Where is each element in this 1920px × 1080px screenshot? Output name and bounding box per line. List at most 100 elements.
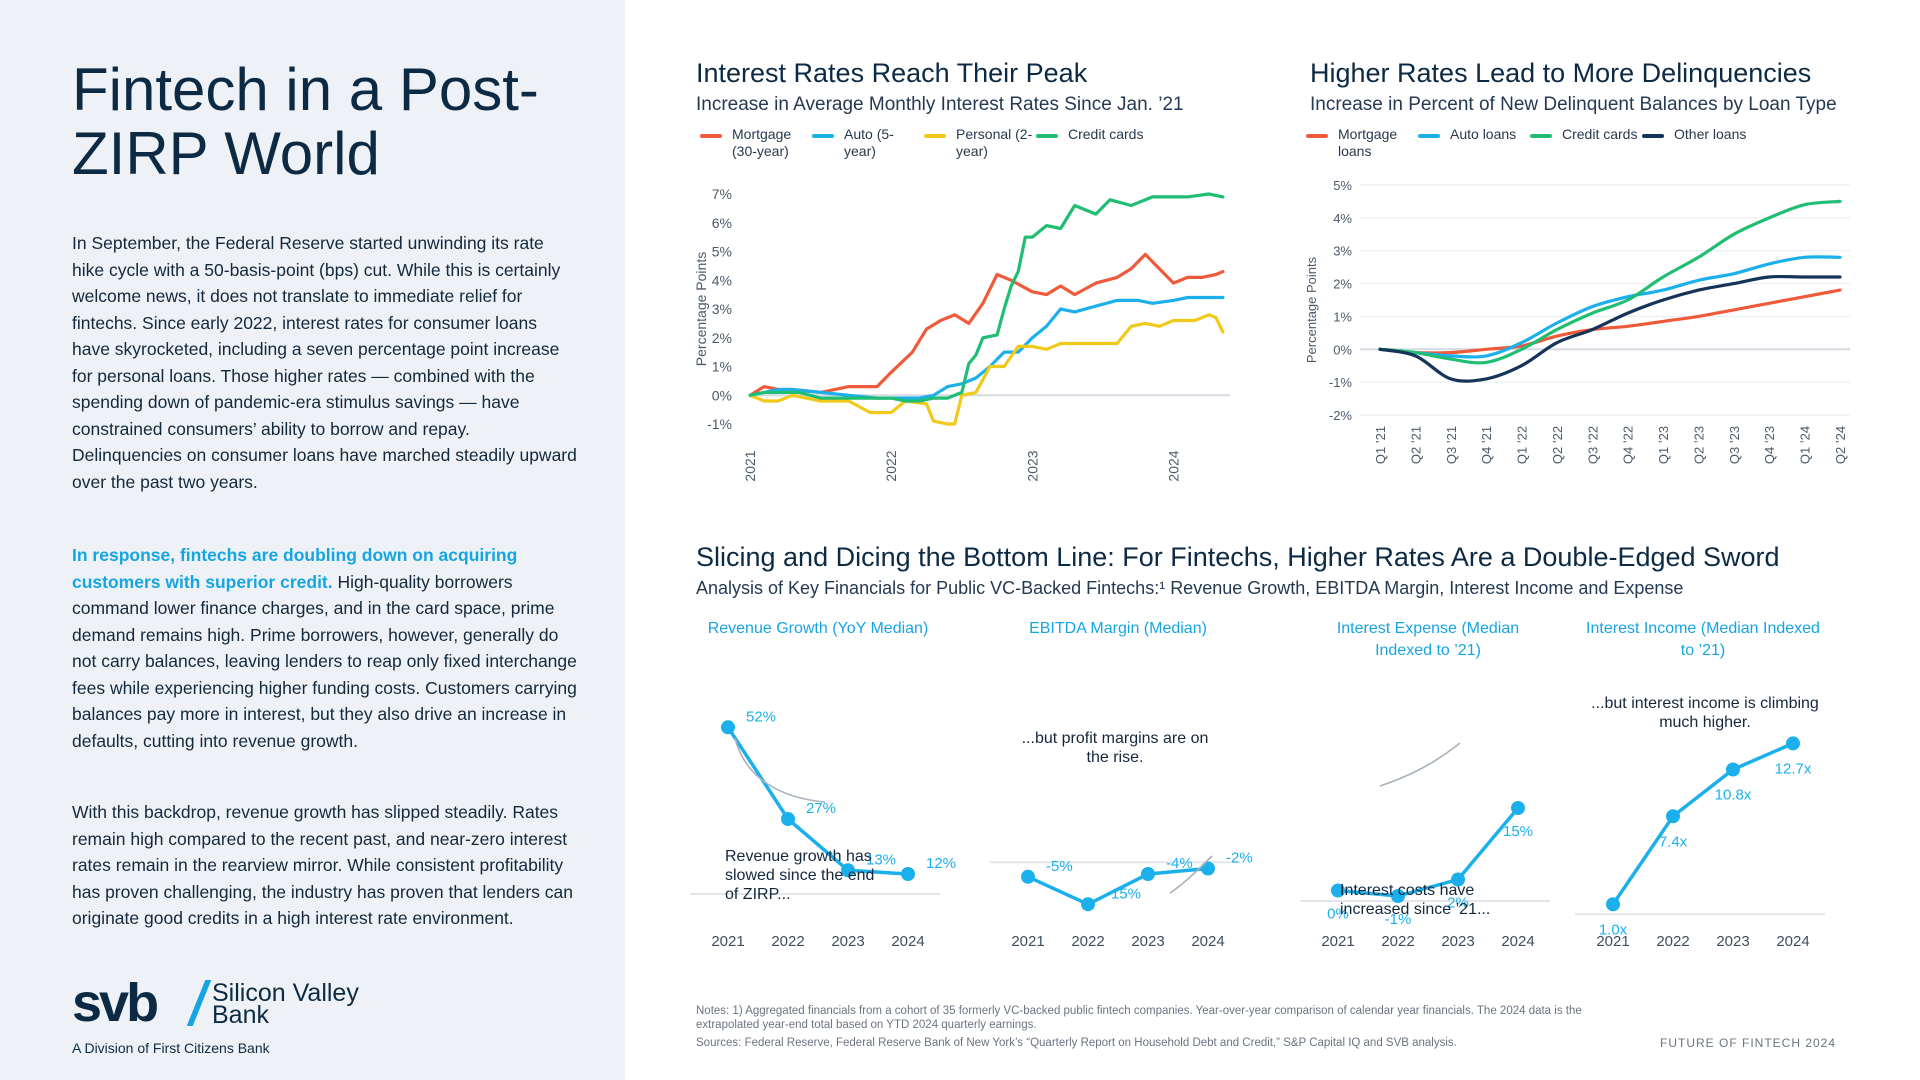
trend-line <box>1611 741 1794 906</box>
trend-arrow <box>1379 742 1461 787</box>
x-tick-label: Q4 ’21 <box>1479 426 1494 464</box>
data-point <box>1786 736 1800 751</box>
intro-paragraph: In September, the Federal Reserve starte… <box>72 233 577 492</box>
data-point <box>901 867 915 881</box>
x-tick-label: 2022 <box>1381 933 1414 950</box>
legend-swatch <box>1530 134 1552 138</box>
data-point <box>1021 869 1035 884</box>
delinquency-chart-title: Higher Rates Lead to More Delinquencies <box>1310 58 1812 88</box>
data-label: 7.4x <box>1659 833 1688 850</box>
x-tick-label: Q1 ’23 <box>1656 426 1671 464</box>
x-tick-label: 2021 <box>711 933 744 950</box>
y-tick-label: 0% <box>1333 342 1352 357</box>
x-tick-label: 2023 <box>1441 933 1474 950</box>
expense-annotation: Interest costs have increased since ’21.… <box>1340 882 1491 918</box>
interest-chart-subtitle: Increase in Average Monthly Interest Rat… <box>696 94 1184 115</box>
x-tick-label: Q2 ’24 <box>1833 426 1848 464</box>
page-title: Fintech in a Post-ZIRP World <box>72 56 539 187</box>
data-point <box>1666 809 1680 824</box>
data-label: 2% <box>1447 895 1469 912</box>
svb-logo-subtitle: A Division of First Citizens Bank <box>72 1040 270 1056</box>
data-label: 15% <box>1503 823 1533 840</box>
revenue-chart-title: Revenue Growth (YoY Median) <box>707 620 929 637</box>
x-tick-label: 2022 <box>771 933 804 950</box>
trend-line <box>1027 866 1209 907</box>
data-label: 52% <box>746 708 776 725</box>
legend-swatch <box>812 134 834 138</box>
y-tick-label: 1% <box>1333 309 1352 324</box>
delinquencies-chart: -2% -1% 0% 1% 2% 3% 4% 5% Percentage Points Q1 ’2… <box>1304 178 1850 464</box>
y-tick-label: -2% <box>1329 408 1353 423</box>
data-label: 10.8x <box>1715 787 1752 804</box>
data-point <box>1451 872 1465 887</box>
data-label: -1% <box>1385 911 1412 928</box>
trend-line <box>726 726 909 876</box>
x-tick-label: 2024 <box>1166 450 1182 481</box>
x-tick-label: 2024 <box>891 933 924 950</box>
legend-label: Mortgage (30-year) <box>732 126 792 159</box>
legend-swatch <box>924 134 946 138</box>
data-label: 0% <box>1327 906 1349 923</box>
data-label: 27% <box>806 800 836 817</box>
series-line-mortgage-loans <box>1378 288 1842 355</box>
x-tick-label: Q2 ’21 <box>1408 426 1423 464</box>
data-point <box>841 863 855 878</box>
legend-label: Credit cards <box>1562 126 1638 142</box>
x-tick-label: Q1 ’24 <box>1798 426 1813 464</box>
footnote-sources: Sources: Federal Reserve, Federal Reserv… <box>696 1037 1457 1049</box>
delinquency-chart-subtitle: Increase in Percent of New Delinquent Ba… <box>1310 94 1837 115</box>
backdrop-paragraph: With this backdrop, revenue growth has s… <box>72 802 574 928</box>
legend-swatch <box>1642 134 1664 138</box>
x-tick-label: 2023 <box>1024 450 1040 481</box>
series-line-personal-2-year <box>748 313 1225 426</box>
data-label: 1.0x <box>1599 921 1628 938</box>
response-text: High-quality borrowers command lower fin… <box>72 571 577 751</box>
x-tick-label: 2023 <box>1131 933 1164 950</box>
y-tick-label: 5% <box>1333 178 1352 193</box>
series-line-auto-loans <box>1378 255 1842 359</box>
x-tick-label: Q2 ’23 <box>1691 426 1706 464</box>
expense-chart-title: Interest Expense (Median Indexed to ’21) <box>1336 620 1520 659</box>
x-tick-label: Q4 ’23 <box>1762 426 1777 464</box>
y-tick-label: 3% <box>712 301 732 317</box>
data-label: -4% <box>1166 855 1193 872</box>
data-point <box>781 812 795 826</box>
x-tick-label: 2021 <box>1011 933 1044 950</box>
x-tick-label: Q2 ’22 <box>1550 426 1565 464</box>
bottom-section-subtitle: Analysis of Key Financials for Public VC… <box>696 578 1684 598</box>
data-label: -2% <box>1226 850 1253 867</box>
data-label: 13% <box>866 851 896 868</box>
svb-logo-chevron <box>186 980 212 1026</box>
y-tick-label: 7% <box>712 186 732 202</box>
legend-label: Personal (2-year) <box>956 126 1033 159</box>
legend-swatch <box>1418 134 1440 138</box>
y-tick-label: -1% <box>1329 375 1353 390</box>
data-point <box>1511 801 1525 815</box>
data-label: -5% <box>1046 858 1073 875</box>
x-tick-label: 2023 <box>1716 933 1749 950</box>
x-tick-label: 2022 <box>1071 933 1104 950</box>
y-tick-label: 0% <box>712 387 732 403</box>
highlight-text: In response, fintechs are doubling down … <box>72 545 518 592</box>
series-line-credit-cards <box>748 192 1225 403</box>
y-tick-label: 1% <box>712 359 732 375</box>
x-tick-label: 2021 <box>1321 933 1354 950</box>
data-point <box>721 720 735 735</box>
legend-label: Auto loans <box>1450 126 1517 142</box>
bottom-section-title: Slicing and Dicing the Bottom Line: For … <box>696 542 1780 572</box>
data-point <box>1726 762 1740 777</box>
x-tick-label: Q3 ’22 <box>1585 426 1600 464</box>
expense-chart: 0% -1% 2% 15% 2021 2022 2023 2024 <box>1300 742 1550 950</box>
x-tick-label: 2024 <box>1501 933 1534 950</box>
ebitda-chart-title: EBITDA Margin (Median) <box>1029 620 1207 637</box>
x-tick-label: Q1 ’22 <box>1515 426 1530 464</box>
x-tick-label: Q3 ’21 <box>1444 426 1459 464</box>
data-point <box>1331 883 1345 898</box>
y-tick-label: -1% <box>707 416 732 432</box>
data-point <box>1201 861 1215 876</box>
interest-rates-chart: -1% 0% 1% 2% 3% 4% 5% 6% 7% Percentage Points 2021… <box>693 186 1230 482</box>
y-tick-label: 4% <box>712 272 732 288</box>
y-tick-label: 5% <box>712 244 732 260</box>
series-line-mortgage-30-year <box>748 252 1225 397</box>
data-label: 12% <box>926 855 956 872</box>
